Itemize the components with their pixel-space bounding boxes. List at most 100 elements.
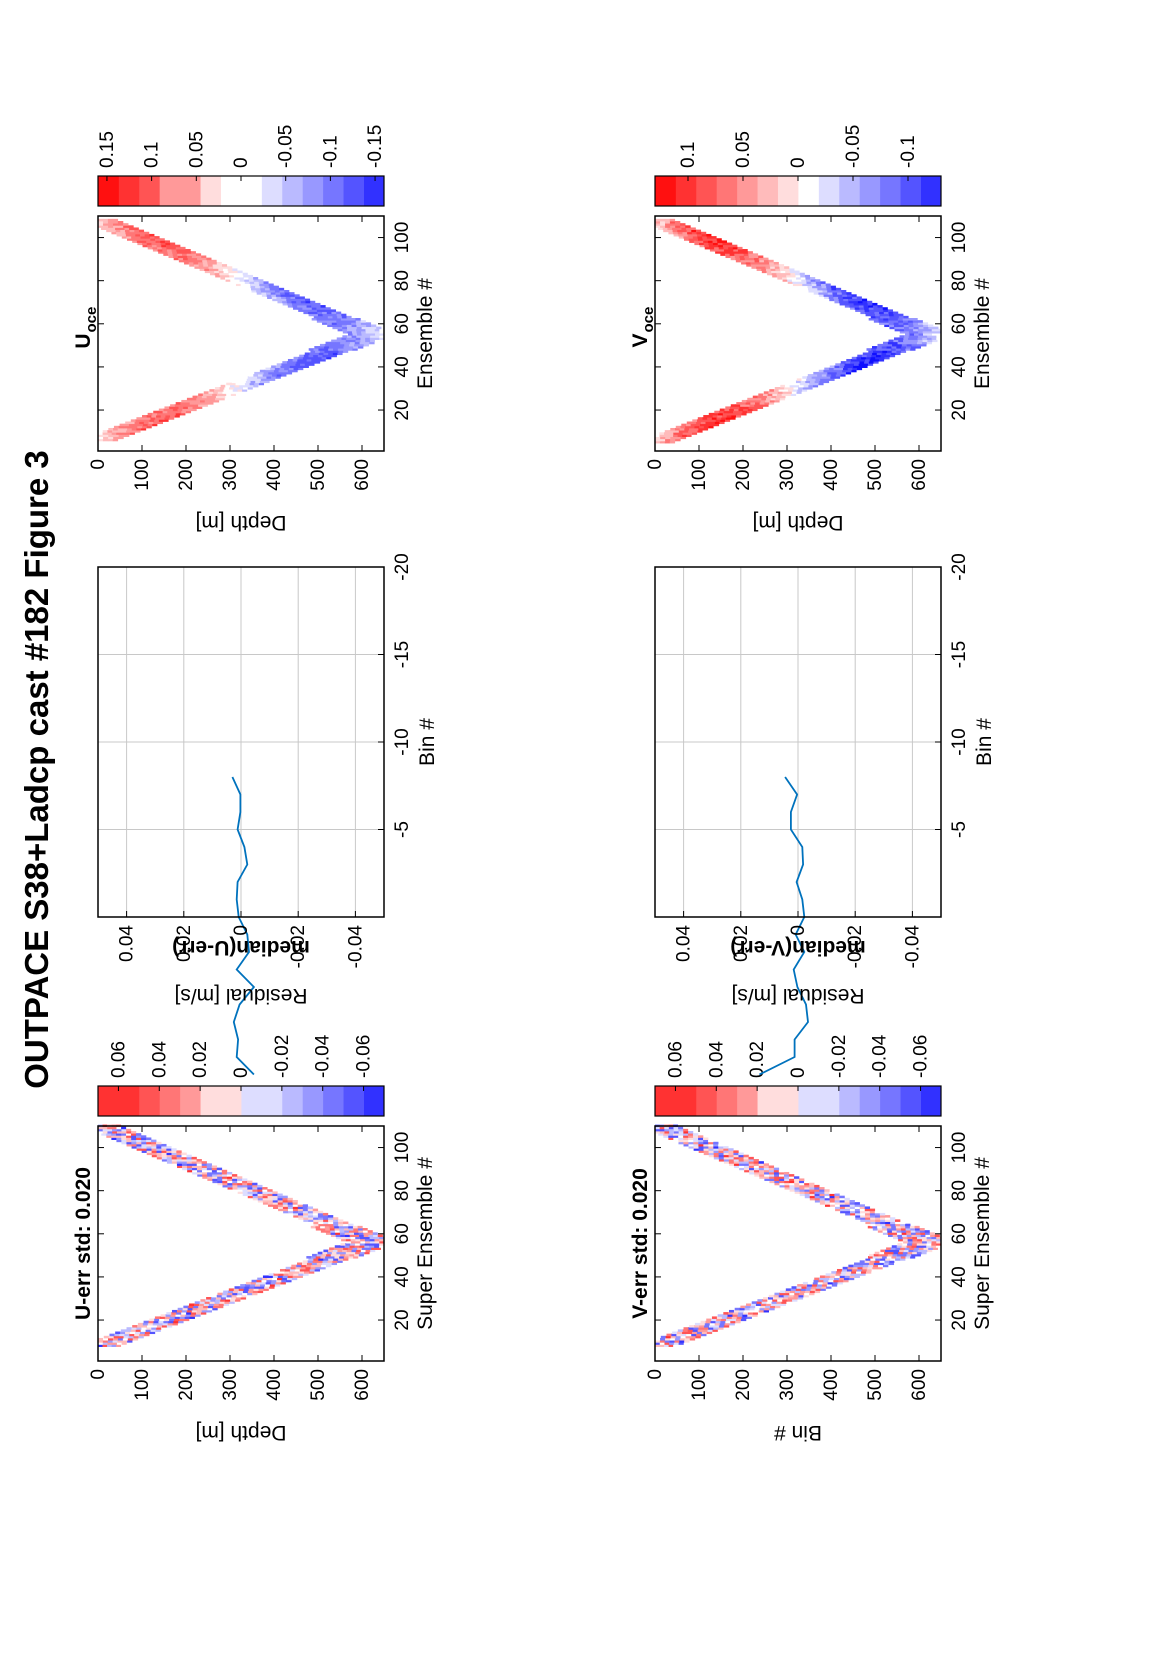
- heatmap-cell: [912, 1251, 918, 1255]
- heatmap-cell: [343, 346, 349, 349]
- heatmap-cell: [249, 1286, 255, 1289]
- heatmap-cell: [186, 251, 192, 254]
- heatmap-cell: [316, 1264, 322, 1268]
- heatmap-cell: [683, 1135, 689, 1138]
- heatmap-cell: [266, 292, 272, 295]
- heatmap-cell: [150, 417, 156, 420]
- heatmap-cell: [865, 1221, 871, 1225]
- heatmap-cell: [353, 1228, 359, 1231]
- heatmap-cell: [360, 320, 366, 323]
- heatmap-cell: [669, 430, 675, 433]
- heatmap-cell: [880, 1258, 886, 1261]
- heatmap-cell: [218, 268, 224, 271]
- heatmap-cell: [799, 1292, 805, 1296]
- heatmap-cell: [265, 367, 271, 371]
- heatmap-cell: [794, 1189, 800, 1192]
- heatmap-cell: [872, 350, 879, 353]
- heatmap-cell: [152, 1322, 159, 1326]
- y-tick-label: 400: [821, 459, 842, 491]
- heatmap-cell: [130, 419, 136, 422]
- heatmap-cell: [229, 384, 236, 388]
- heatmap-cell: [278, 1273, 284, 1276]
- heatmap-cell: [347, 1247, 353, 1250]
- heatmap-cell: [163, 1320, 169, 1324]
- heatmap-cell: [318, 1258, 324, 1261]
- heatmap-cell: [708, 1139, 714, 1143]
- heatmap-cell: [108, 436, 114, 440]
- heatmap-cell: [896, 343, 903, 347]
- heatmap-cell: [817, 1281, 824, 1285]
- heatmap-cell: [277, 371, 283, 375]
- heatmap-cell: [331, 320, 337, 323]
- heatmap-cell: [338, 1223, 344, 1227]
- heatmap-cell: [152, 246, 158, 250]
- heatmap-cell: [287, 1275, 294, 1278]
- y-axis-label: Bin #: [416, 718, 439, 766]
- heatmap-cell: [164, 417, 170, 420]
- heatmap-cell: [868, 1262, 875, 1266]
- heatmap-cell: [912, 339, 919, 343]
- heatmap-cell: [294, 1268, 301, 1272]
- heatmap-cell: [151, 244, 157, 248]
- heatmap-cell: [142, 425, 148, 429]
- heatmap-cell: [112, 221, 119, 224]
- heatmap-cell: [723, 1148, 729, 1151]
- heatmap-cell: [232, 1187, 238, 1190]
- heatmap-cell: [313, 1215, 319, 1218]
- heatmap-cell: [204, 270, 210, 274]
- heatmap-cell: [750, 1303, 757, 1307]
- heatmap-cell: [354, 1253, 360, 1257]
- heatmap-cell: [886, 1228, 892, 1231]
- heatmap-cell: [185, 402, 191, 405]
- heatmap-cell: [297, 305, 303, 308]
- heatmap-cell: [807, 1284, 813, 1287]
- heatmap-cell: [723, 1150, 729, 1153]
- heatmap-cell: [197, 1307, 203, 1311]
- heatmap-cell: [916, 1234, 922, 1238]
- heatmap-cell: [850, 1212, 856, 1216]
- heatmap-cell: [696, 231, 702, 235]
- heatmap-cell: [754, 1169, 760, 1173]
- heatmap-cell: [201, 1309, 208, 1313]
- heatmap-cell: [228, 389, 234, 392]
- heatmap-cell: [743, 1156, 749, 1160]
- heatmap-cell: [202, 1169, 208, 1173]
- heatmap-cell: [181, 1163, 188, 1166]
- heatmap-cell: [747, 1314, 753, 1317]
- heatmap-cell: [763, 1309, 769, 1313]
- heatmap-cell: [845, 1212, 851, 1216]
- heatmap-cell: [927, 328, 933, 332]
- heatmap-cell: [877, 1230, 883, 1233]
- heatmap-cell: [166, 1159, 173, 1162]
- x-tick-label: 20: [949, 399, 970, 420]
- heatmap-cell: [268, 371, 274, 375]
- heatmap-cell: [166, 1146, 172, 1149]
- heatmap-cell: [812, 1281, 819, 1285]
- heatmap-cell: [181, 1159, 188, 1162]
- heatmap-cell: [913, 326, 919, 330]
- heatmap-cell: [156, 1154, 163, 1158]
- heatmap-cell: [683, 1133, 689, 1136]
- heatmap-cell: [806, 1286, 812, 1289]
- y-tick-label: 400: [264, 1369, 285, 1401]
- heatmap-cell: [811, 281, 817, 284]
- heatmap-cell: [292, 1275, 298, 1278]
- heatmap-cell: [231, 1294, 237, 1298]
- heatmap-cell: [870, 313, 876, 317]
- heatmap-cell: [234, 384, 240, 388]
- heatmap-cell: [703, 1148, 709, 1151]
- heatmap-cell: [346, 322, 352, 325]
- heatmap-cell: [792, 281, 798, 284]
- heatmap-cell: [142, 415, 148, 418]
- heatmap-cell: [917, 1236, 923, 1240]
- heatmap-cell: [729, 251, 735, 254]
- heatmap-cell: [926, 1243, 932, 1246]
- heatmap-cell: [347, 335, 353, 338]
- heatmap-cell: [876, 348, 882, 351]
- heatmap-cell: [296, 1264, 302, 1268]
- heatmap-cell: [749, 259, 755, 263]
- heatmap-cell: [122, 1337, 129, 1341]
- heatmap-cell: [721, 240, 727, 243]
- heatmap-cell: [308, 311, 314, 315]
- heatmap-cell: [151, 242, 157, 246]
